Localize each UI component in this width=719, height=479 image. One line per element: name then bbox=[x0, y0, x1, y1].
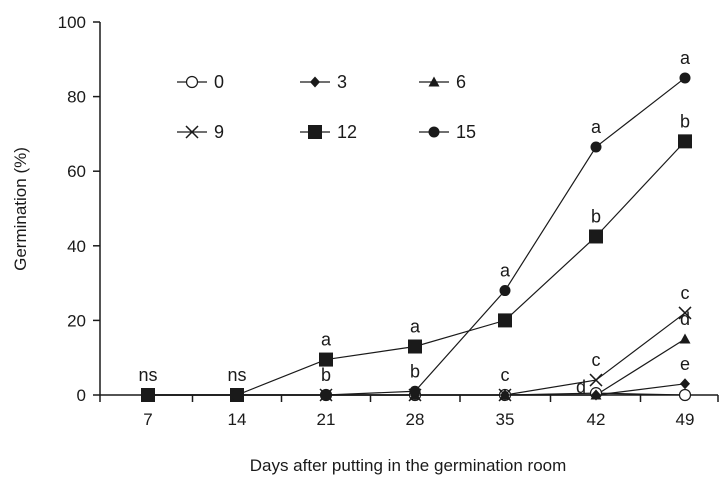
significance-letter: c bbox=[501, 365, 510, 385]
legend-label: 3 bbox=[337, 72, 347, 92]
legend-label: 15 bbox=[456, 122, 476, 142]
x-tick-label: 14 bbox=[228, 410, 247, 429]
x-tick-label: 42 bbox=[587, 410, 606, 429]
data-point-9 bbox=[589, 373, 603, 387]
data-point-12 bbox=[498, 313, 512, 328]
legend-entry-0: 0 bbox=[177, 72, 224, 92]
y-tick-label: 80 bbox=[67, 88, 86, 107]
cross-stroke bbox=[589, 373, 603, 387]
data-point-3 bbox=[680, 378, 690, 390]
significance-letter: a bbox=[321, 330, 332, 350]
data-point-15 bbox=[320, 389, 332, 401]
data-point-12 bbox=[319, 352, 333, 367]
y-axis-title: Germination (%) bbox=[11, 147, 30, 271]
data-point-9 bbox=[678, 306, 692, 320]
legend-entry-12: 12 bbox=[300, 122, 357, 142]
legend-marker bbox=[185, 125, 199, 139]
legend-label: 12 bbox=[337, 122, 357, 142]
cross-stroke bbox=[498, 388, 512, 402]
series-markers bbox=[141, 72, 692, 402]
significance-letter: c bbox=[592, 350, 601, 370]
significance-letter: a bbox=[500, 261, 511, 281]
significance-letter: a bbox=[680, 48, 691, 68]
x-tick-label: 49 bbox=[676, 410, 695, 429]
significance-letter: d bbox=[576, 377, 586, 397]
data-point-12 bbox=[589, 229, 603, 244]
x-tick-label: 7 bbox=[143, 410, 152, 429]
significance-letter: c bbox=[681, 283, 690, 303]
x-tick-label: 35 bbox=[496, 410, 515, 429]
cross-stroke bbox=[185, 125, 199, 139]
data-point-6 bbox=[590, 389, 602, 400]
data-point-9 bbox=[498, 388, 512, 402]
legend-marker bbox=[185, 75, 199, 89]
x-tick-label: 28 bbox=[406, 410, 425, 429]
legend-marker bbox=[310, 76, 320, 88]
legend-label: 9 bbox=[214, 122, 224, 142]
legend-label: 6 bbox=[456, 72, 466, 92]
significance-letter: a bbox=[591, 117, 602, 137]
y-tick-label: 100 bbox=[58, 13, 86, 32]
significance-letter: a bbox=[410, 317, 421, 337]
cross-stroke bbox=[678, 306, 692, 320]
legend-entry-6: 6 bbox=[419, 72, 466, 92]
data-point-15 bbox=[679, 72, 691, 84]
data-point-6 bbox=[679, 333, 691, 344]
data-point-15 bbox=[499, 285, 511, 297]
data-point-15 bbox=[231, 389, 243, 401]
significance-letter: b bbox=[410, 361, 420, 381]
data-point-12 bbox=[408, 339, 422, 354]
legend-entry-9: 9 bbox=[177, 122, 224, 142]
series-line-12 bbox=[148, 140, 686, 396]
legend: 0 3 6 9 12 15 bbox=[177, 72, 476, 142]
significance-letter: b bbox=[321, 365, 331, 385]
y-tick-label: 40 bbox=[67, 237, 86, 256]
data-point-12 bbox=[678, 134, 692, 149]
significance-letter: b bbox=[591, 206, 601, 226]
data-point-0 bbox=[678, 388, 692, 402]
legend-marker bbox=[428, 76, 440, 87]
x-tick-label: 21 bbox=[317, 410, 336, 429]
y-tick-label: 0 bbox=[77, 386, 86, 405]
significance-letter: e bbox=[680, 354, 690, 374]
significance-letter: b bbox=[680, 111, 690, 131]
x-axis-title: Days after putting in the germination ro… bbox=[250, 456, 567, 475]
data-point-15 bbox=[409, 385, 421, 397]
legend-marker bbox=[428, 126, 440, 138]
y-tick-label: 20 bbox=[67, 311, 86, 330]
legend-label: 0 bbox=[214, 72, 224, 92]
significance-letter: d bbox=[680, 309, 690, 329]
data-point-15 bbox=[142, 389, 154, 401]
data-point-15 bbox=[590, 141, 602, 153]
legend-entry-3: 3 bbox=[300, 72, 347, 92]
legend-entry-15: 15 bbox=[419, 122, 476, 142]
significance-letter: ns bbox=[138, 365, 157, 385]
significance-letter: ns bbox=[227, 365, 246, 385]
legend-marker bbox=[308, 125, 322, 139]
y-tick-label: 60 bbox=[67, 162, 86, 181]
